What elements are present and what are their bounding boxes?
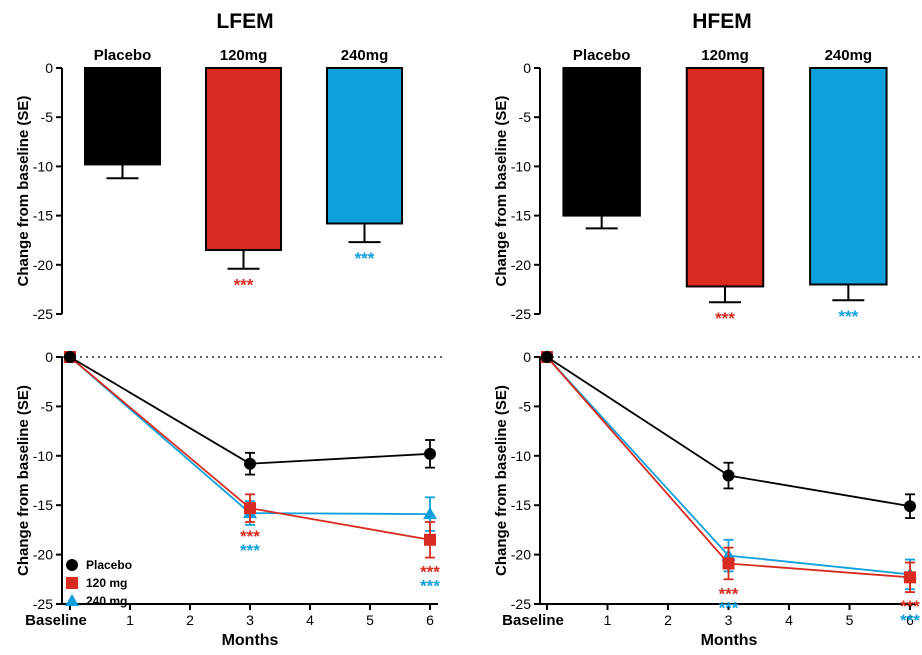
bar-240mg — [809, 67, 888, 286]
chart-title: LFEM — [216, 10, 273, 33]
hfem-line-chart: 0 -5 -10 -15 -20 -25 Change from baseline (SE)… — [493, 349, 922, 649]
y-tick-label: -10 — [511, 448, 531, 464]
category-label: 120mg — [701, 47, 749, 64]
y-tick-label: -5 — [41, 398, 54, 414]
lfem-line-chart: 0 -5 -10 -15 -20 -25 Change from baseline (SE)… — [15, 349, 442, 649]
x-tick-label: 1 — [126, 612, 134, 628]
significance-label: *** — [838, 307, 858, 326]
x-axis-label: Months — [701, 632, 758, 649]
significance-label: *** — [355, 249, 375, 268]
legend-label: 120 mg — [86, 576, 127, 590]
y-tick-label: -5 — [519, 109, 532, 125]
y-tick-label: -5 — [519, 398, 532, 414]
legend-label: 240 mg — [86, 594, 127, 608]
legend-marker-square — [66, 577, 78, 589]
significance-label: *** — [240, 527, 260, 546]
x-tick-label: 2 — [664, 612, 672, 628]
legend-marker-circle — [66, 559, 78, 571]
category-label: Placebo — [94, 47, 152, 64]
chart-title: HFEM — [692, 10, 752, 33]
category-label: 120mg — [220, 47, 268, 64]
x-tick-label: 5 — [366, 612, 374, 628]
y-tick-label: -25 — [33, 596, 53, 612]
category-label: 240mg — [341, 47, 389, 64]
y-tick-label: -15 — [33, 497, 53, 513]
y-tick-label: -25 — [511, 306, 531, 322]
data-point-circle — [722, 469, 735, 482]
data-point-circle — [904, 500, 916, 513]
x-tick-label: 5 — [846, 612, 854, 628]
data-point-triangle — [423, 507, 437, 520]
y-axis-label: Change from baseline (SE) — [493, 96, 510, 287]
hfem-bar-chart: HFEM 0 -5 -10 -15 -20 -25 Change from baseline … — [493, 10, 888, 328]
data-point-circle — [541, 351, 553, 363]
data-point-circle — [424, 447, 436, 460]
y-tick-label: -15 — [33, 208, 53, 224]
y-tick-label: -20 — [33, 257, 53, 273]
x-tick-label: 3 — [725, 612, 733, 628]
y-tick-label: -10 — [511, 158, 531, 174]
y-tick-label: 0 — [45, 60, 53, 76]
y-tick-label: -5 — [41, 109, 54, 125]
y-tick-label: -20 — [33, 547, 53, 563]
x-tick-label: 4 — [785, 612, 793, 628]
x-tick-label: 3 — [246, 612, 254, 628]
y-axis-label: Change from baseline (SE) — [15, 385, 32, 576]
bar-placebo — [562, 67, 641, 217]
y-tick-label: -25 — [33, 306, 53, 322]
y-tick-label: -10 — [33, 158, 53, 174]
x-tick-label: 6 — [426, 612, 434, 628]
data-point-square — [424, 533, 436, 546]
significance-label: *** — [900, 611, 920, 630]
significance-label: *** — [715, 309, 735, 328]
data-point-circle — [64, 351, 76, 363]
x-tick-label: Baseline — [25, 612, 87, 629]
bar-120mg — [685, 67, 765, 288]
y-tick-label: -15 — [511, 208, 531, 224]
x-tick-label: Baseline — [502, 612, 564, 629]
bar-placebo — [83, 67, 162, 166]
lfem-bar-chart: LFEM 0 -5 -10 -15 -20 -25 Change from baseline … — [15, 10, 404, 322]
bar-120mg — [204, 67, 283, 252]
x-tick-label: 6 — [906, 612, 914, 628]
y-tick-label: -10 — [33, 448, 53, 464]
bar-240mg — [325, 67, 404, 225]
significance-label: *** — [420, 577, 440, 596]
data-point-circle — [244, 457, 256, 470]
legend-label: Placebo — [86, 558, 132, 572]
legend-marker-triangle — [65, 594, 79, 606]
data-point-square — [722, 557, 735, 570]
category-label: 240mg — [825, 47, 873, 64]
y-tick-label: -25 — [511, 596, 531, 612]
data-point-square — [244, 502, 256, 515]
significance-label: *** — [234, 276, 254, 295]
category-label: Placebo — [573, 47, 631, 64]
y-axis-label: Change from baseline (SE) — [493, 385, 510, 576]
x-tick-label: 4 — [306, 612, 314, 628]
y-tick-label: -15 — [511, 497, 531, 513]
significance-label: *** — [240, 541, 260, 560]
y-tick-label: 0 — [523, 60, 531, 76]
significance-label: *** — [420, 563, 440, 582]
y-tick-label: -20 — [511, 547, 531, 563]
series-line-2 — [69, 356, 431, 515]
significance-label: *** — [719, 598, 739, 617]
y-tick-label: -20 — [511, 257, 531, 273]
series-line-0 — [69, 356, 431, 465]
x-axis-label: Months — [222, 632, 279, 649]
y-tick-label: 0 — [45, 349, 53, 365]
significance-label: *** — [900, 597, 920, 616]
x-tick-label: 2 — [186, 612, 194, 628]
data-point-square — [904, 571, 916, 584]
significance-label: *** — [719, 584, 739, 603]
y-axis-label: Change from baseline (SE) — [15, 96, 32, 287]
y-tick-label: 0 — [523, 349, 531, 365]
x-tick-label: 1 — [604, 612, 612, 628]
